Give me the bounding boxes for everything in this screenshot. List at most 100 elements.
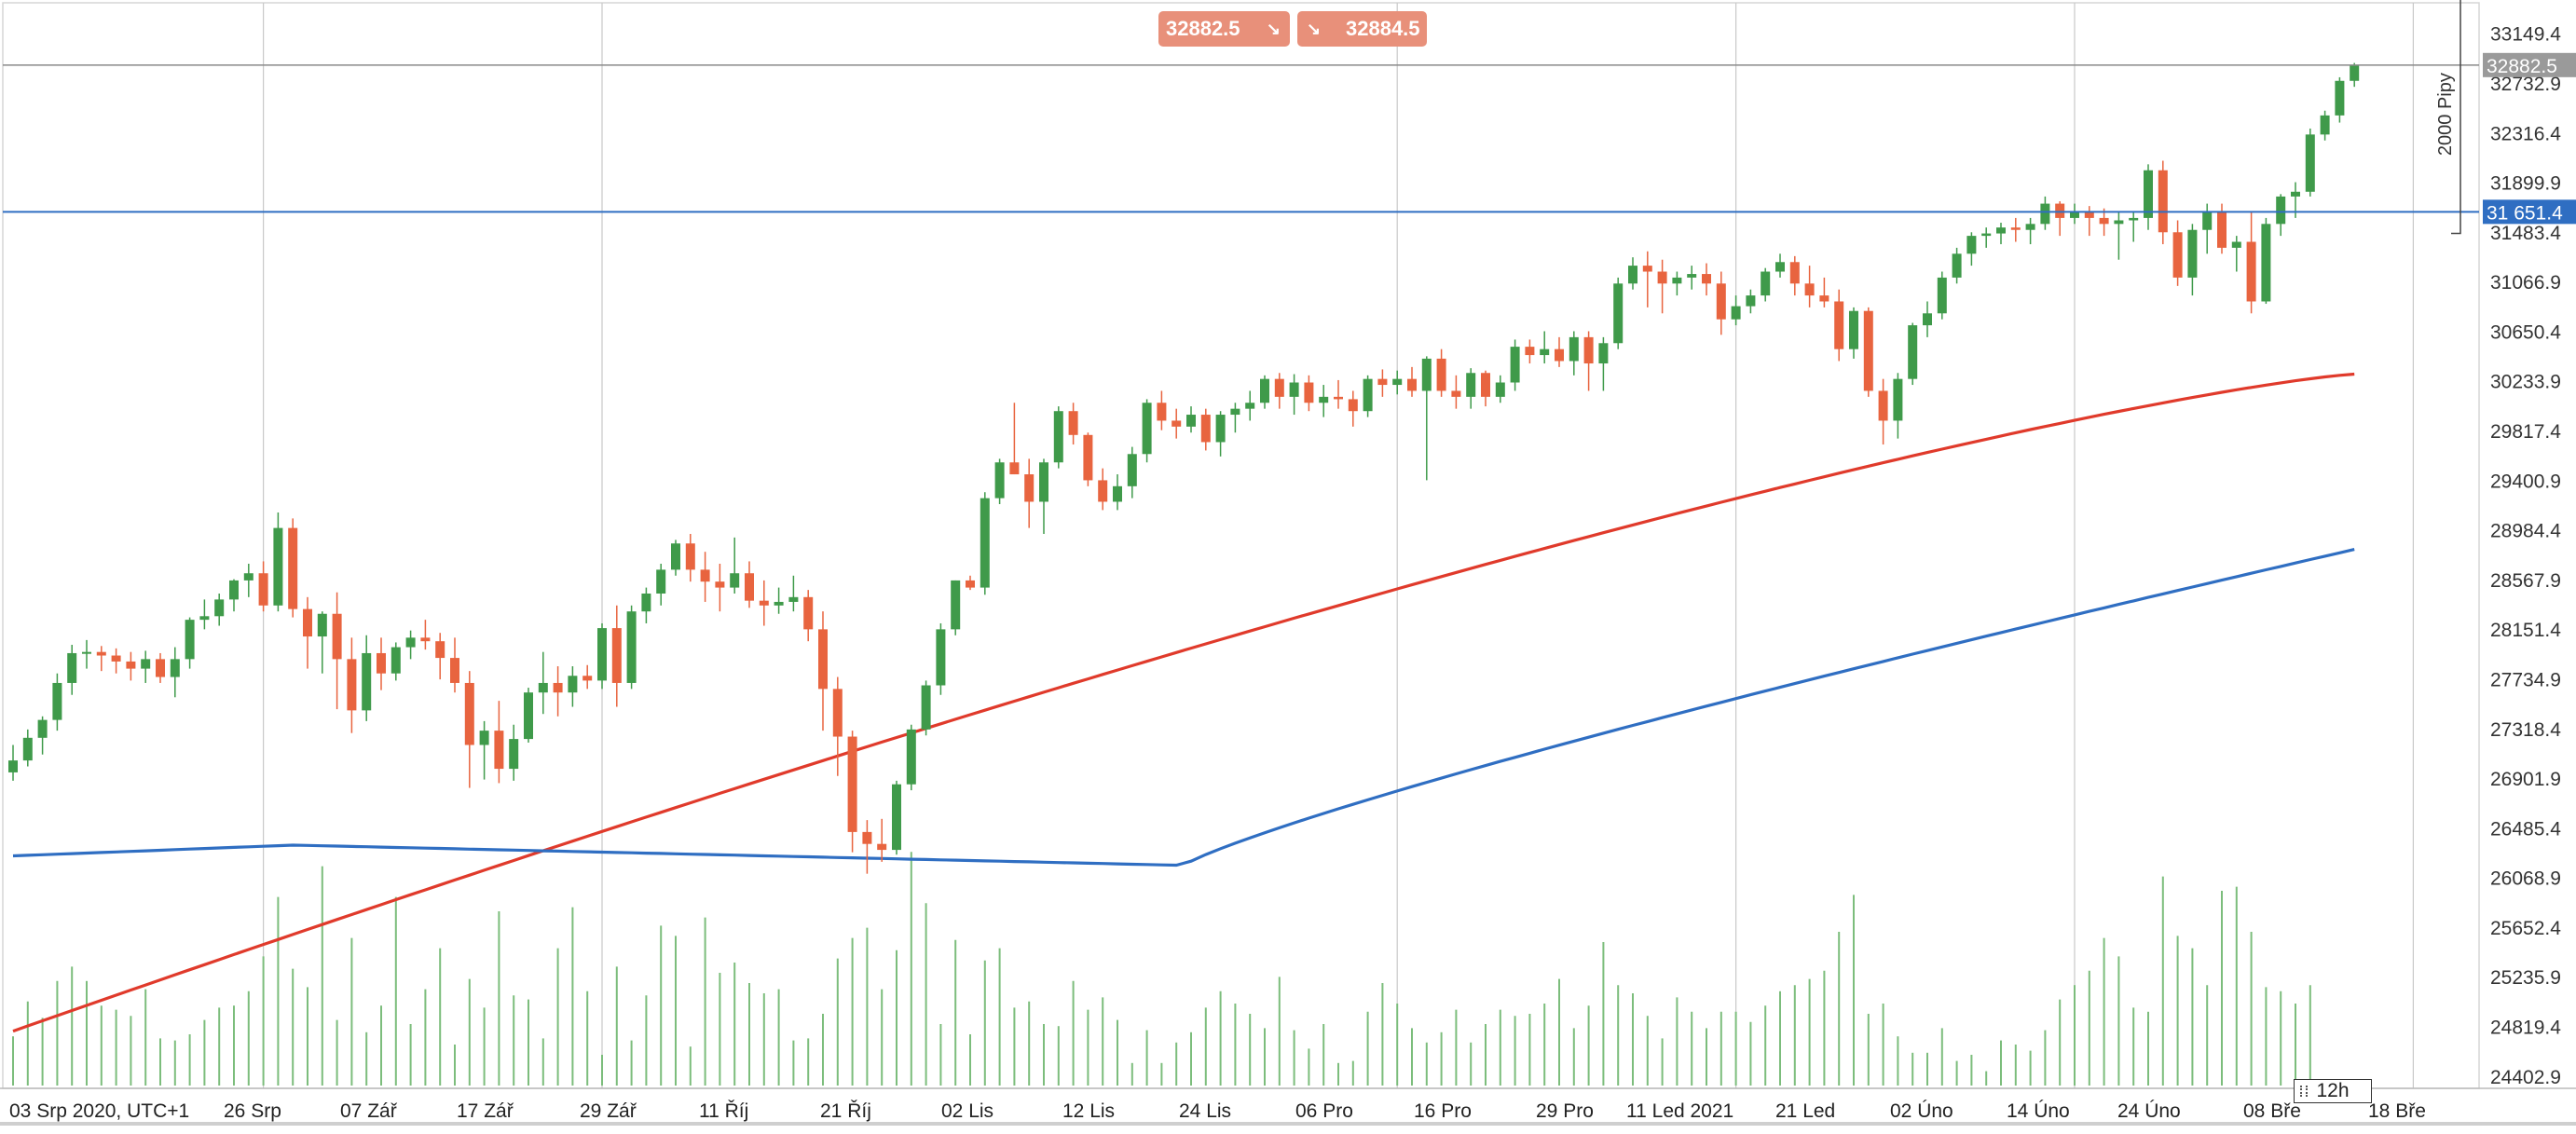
date-tick-label: 26 Srp: [224, 1100, 281, 1122]
bid-price-button[interactable]: 32882.5 ↘: [1158, 11, 1290, 47]
candle: [273, 512, 283, 612]
price-tick-label: 31066.9: [2490, 272, 2561, 294]
candle: [1849, 307, 1858, 359]
candle: [1009, 403, 1020, 475]
moving-average-blue: [12, 548, 2355, 868]
candle-body: [1009, 462, 1020, 475]
candle: [464, 671, 474, 788]
date-tick-label: 07 Zář: [340, 1100, 398, 1122]
candle-body: [2261, 224, 2271, 302]
price-tick-label: 28151.4: [2490, 620, 2561, 641]
ask-price-button[interactable]: ↘ 32884.5: [1297, 11, 1427, 47]
candle: [214, 593, 225, 626]
candle-body: [1200, 415, 1211, 443]
candle-body: [1495, 382, 1505, 397]
price-tick-label: 28567.9: [2490, 570, 2561, 592]
date-tick-label: 03 Srp 2020, UTC+1: [9, 1100, 189, 1122]
horizontal-line-tag[interactable]: [2483, 199, 2576, 225]
candle: [1702, 263, 1711, 296]
candle: [1245, 390, 1255, 421]
candle: [126, 651, 136, 681]
candle: [1923, 301, 1932, 337]
current-price-label: 32882.5: [2487, 56, 2557, 77]
candle-body: [1775, 262, 1785, 272]
candle: [156, 652, 165, 683]
candle: [2231, 236, 2241, 272]
candle: [1819, 277, 1829, 307]
candle-body: [832, 689, 843, 737]
candle: [1127, 446, 1137, 499]
candle-body: [229, 580, 239, 600]
candle-body: [1731, 306, 1741, 320]
candle: [347, 637, 357, 733]
candle-body: [52, 682, 62, 720]
candle-body: [1260, 378, 1269, 403]
candle-body: [2144, 170, 2153, 218]
price-tick-label: 24819.4: [2490, 1018, 2561, 1039]
candle: [847, 731, 857, 853]
sell-arrow-icon: ↘: [1266, 20, 1281, 38]
candle-body: [1481, 373, 1490, 397]
candle: [1863, 307, 1873, 397]
ask-price-value: 32884.5: [1346, 17, 1420, 40]
candle: [2010, 217, 2021, 242]
measure-tool[interactable]: 2000 Pipy: [2435, 0, 2461, 235]
date-tick-label: 16 Pro: [1414, 1100, 1472, 1122]
candle: [1451, 375, 1461, 409]
timeframe-label: 12h: [2316, 1080, 2350, 1101]
candle-body: [185, 620, 195, 660]
price-tick-label: 28984.4: [2490, 521, 2561, 542]
candle-body: [37, 719, 48, 738]
candle: [921, 680, 931, 736]
candle: [1878, 378, 1888, 445]
candle: [994, 458, 1005, 505]
price-tick-label: 30233.9: [2490, 372, 2561, 393]
candle: [494, 701, 504, 784]
candle: [951, 580, 961, 635]
candle: [2187, 224, 2198, 296]
candle-body: [1053, 411, 1063, 463]
candle-body: [966, 580, 975, 588]
candle-body: [597, 628, 607, 681]
candle-body: [2187, 229, 2198, 278]
candle: [1555, 336, 1564, 367]
candle: [377, 637, 386, 690]
date-tick-label: 11 Led 2021: [1626, 1100, 1733, 1122]
candle-body: [1334, 396, 1343, 400]
candle-body: [553, 682, 563, 693]
moving-average-red: [12, 372, 2355, 1033]
candle-body: [1598, 343, 1609, 364]
candle-body: [906, 729, 916, 785]
candle-body: [1923, 313, 1932, 326]
candle-body: [332, 613, 342, 660]
candle-body: [2231, 241, 2241, 248]
candle-body: [2040, 203, 2050, 225]
candle: [1908, 322, 1918, 386]
candle: [288, 518, 298, 618]
candle: [8, 745, 18, 781]
candle-body: [1893, 378, 1903, 421]
candle-body: [377, 652, 386, 674]
candle: [892, 780, 901, 855]
horizontal-lines[interactable]: [3, 64, 2479, 213]
candle: [641, 587, 651, 623]
candle-body: [1098, 480, 1108, 502]
price-axis[interactable]: 33149.4 32732.9 32316.4 31899.9 31483.4 31066…: [2483, 24, 2576, 1088]
candle-body: [1908, 325, 1918, 379]
candle-body: [199, 616, 210, 621]
timeframe-selector[interactable]: 12h: [2294, 1079, 2372, 1103]
candle-body: [1716, 283, 1726, 320]
candle: [1319, 385, 1329, 417]
candle-body: [391, 647, 401, 674]
candle-body: [1024, 474, 1035, 502]
candle-body: [288, 527, 298, 609]
candle: [2114, 212, 2124, 260]
candle-body: [1289, 382, 1299, 397]
candle-body: [1436, 358, 1446, 391]
time-axis[interactable]: 03 Srp 2020, UTC+1 26 Srp 07 Zář 17 Zář 29 Z…: [0, 1087, 2576, 1126]
candle: [82, 639, 91, 669]
candle: [2129, 212, 2139, 242]
candle-body: [980, 498, 990, 588]
